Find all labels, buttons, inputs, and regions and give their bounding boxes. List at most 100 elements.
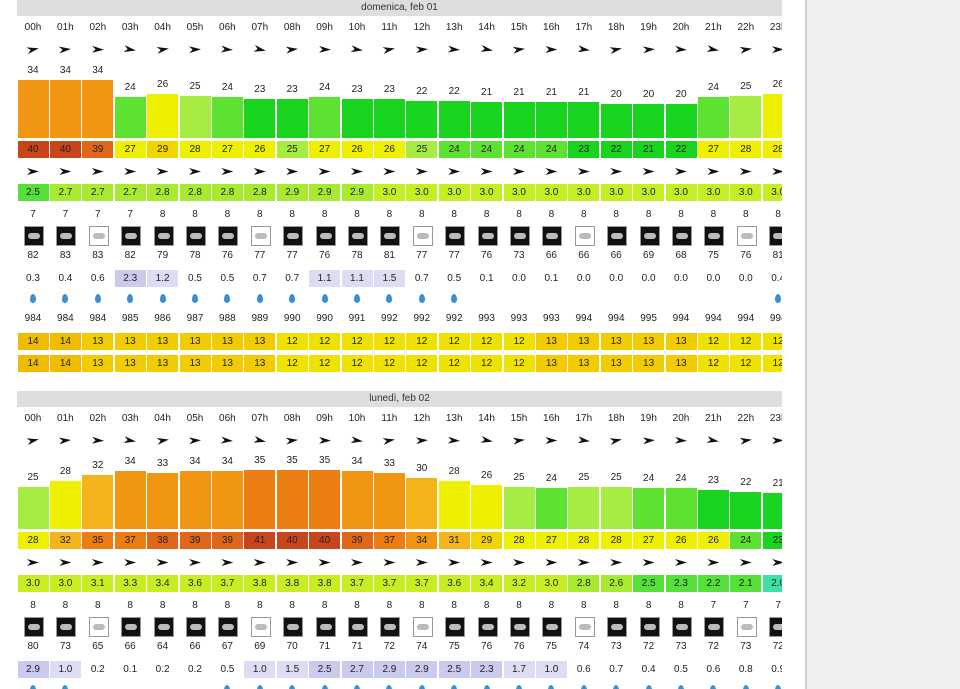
hour-label: 14h xyxy=(478,22,495,33)
humidity-value: 76 xyxy=(481,250,493,261)
forecast-grid: domenica, feb 01 00h 34 40 2.5 7 82 0.3 984 14 14 0… xyxy=(17,0,782,689)
gust-cell: 29 xyxy=(471,532,503,549)
band1-cell: 12 xyxy=(697,333,729,350)
small-value: 8 xyxy=(192,600,198,611)
band2-cell: 12 xyxy=(697,355,729,372)
gust-cell: 25 xyxy=(276,141,308,158)
wave-arrow xyxy=(253,168,266,175)
humidity-value: 68 xyxy=(675,250,687,261)
band1-cell: 13 xyxy=(179,333,211,350)
pressure-value: 993 xyxy=(543,313,560,324)
weather-icon xyxy=(380,226,401,246)
small-value: 8 xyxy=(419,600,425,611)
wave-arrow xyxy=(610,168,623,175)
cloud xyxy=(157,233,170,239)
precip-cell: 2.3 xyxy=(471,661,503,678)
humidity-value: 77 xyxy=(416,250,428,261)
weather-icon xyxy=(769,617,782,637)
wind-arrow xyxy=(513,45,526,53)
rain-drop xyxy=(289,685,296,689)
weather-icon xyxy=(186,226,206,246)
green-cell: 3.0 xyxy=(535,184,567,201)
bar xyxy=(438,481,470,529)
small-value: 7 xyxy=(127,209,133,220)
hour-label: 04h xyxy=(154,413,171,424)
wind-arrow xyxy=(253,436,266,445)
cloud xyxy=(643,233,656,239)
weather-icon xyxy=(607,617,628,637)
wave-arrow xyxy=(221,168,234,175)
green-cell: 2.2 xyxy=(697,575,729,592)
wind-arrow xyxy=(124,45,137,54)
band2-cell: 13 xyxy=(114,355,146,372)
pressure-value: 989 xyxy=(251,313,269,324)
small-value: 8 xyxy=(30,600,36,611)
bar-label: 32 xyxy=(92,459,104,471)
precip-cell: 0.5 xyxy=(674,664,688,675)
gust-cell: 26 xyxy=(697,532,729,549)
wave-arrow xyxy=(480,559,493,566)
gust-cell: 24 xyxy=(730,532,762,549)
weather-icon xyxy=(672,617,692,637)
precip-cell: 0.0 xyxy=(674,273,688,284)
cloud xyxy=(222,233,235,239)
cloud xyxy=(254,624,267,630)
small-value: 8 xyxy=(354,209,360,220)
hour-label: 17h xyxy=(575,413,593,424)
gust-cell: 40 xyxy=(276,532,308,549)
bar xyxy=(211,97,243,138)
gust-cell: 24 xyxy=(471,141,503,158)
cloud xyxy=(643,624,656,630)
rain-drop xyxy=(678,685,684,689)
wave-arrow xyxy=(415,168,428,175)
small-value: 8 xyxy=(516,209,522,220)
bar xyxy=(341,471,373,529)
cloud xyxy=(287,624,300,630)
bar xyxy=(438,100,470,138)
wind-arrow xyxy=(26,45,39,54)
hour-label: 13h xyxy=(445,22,463,33)
small-value: 8 xyxy=(743,209,749,220)
green-cell: 3.8 xyxy=(309,575,341,592)
bar xyxy=(503,486,535,529)
gust-cell: 41 xyxy=(244,532,276,549)
weather-icon xyxy=(121,226,142,246)
green-cell: 3.0 xyxy=(633,184,665,201)
bar-label: 34 xyxy=(221,456,233,468)
bar xyxy=(114,471,146,529)
bar xyxy=(697,489,729,529)
hour-label: 15h xyxy=(510,413,528,424)
green-cell: 2.0 xyxy=(762,575,782,592)
weather-icon xyxy=(736,617,757,637)
bar xyxy=(762,493,782,529)
wind-arrow xyxy=(351,436,364,445)
humidity-value: 72 xyxy=(707,641,719,652)
gust-cell: 35 xyxy=(82,532,114,549)
hour-label: 14h xyxy=(478,413,495,424)
bar-label: 21 xyxy=(513,87,525,99)
cloud xyxy=(254,233,267,239)
hour-label: 20h xyxy=(672,22,690,33)
bar-label: 34 xyxy=(27,65,39,77)
bar xyxy=(147,472,179,529)
rain-drop xyxy=(354,685,360,689)
humidity-value: 80 xyxy=(27,641,39,652)
cloud xyxy=(92,233,105,239)
hour-label: 17h xyxy=(575,22,593,33)
small-value: 8 xyxy=(483,600,490,611)
precip-cell: 2.7 xyxy=(341,661,373,678)
bar xyxy=(665,488,697,529)
wave-arrow xyxy=(675,168,687,175)
gust-cell: 23 xyxy=(568,141,600,158)
green-cell: 3.0 xyxy=(471,184,503,201)
green-cell: 2.1 xyxy=(730,575,762,592)
precip-cell: 0.6 xyxy=(706,664,721,675)
precip-cell: 1.5 xyxy=(276,661,308,678)
humidity-value: 83 xyxy=(59,250,71,261)
band1-cell: 13 xyxy=(114,333,146,350)
humidity-value: 73 xyxy=(610,641,622,652)
rain-drop xyxy=(580,685,587,689)
small-value: 8 xyxy=(645,209,652,220)
wind-arrow xyxy=(383,45,396,54)
weather-icon xyxy=(56,617,77,637)
